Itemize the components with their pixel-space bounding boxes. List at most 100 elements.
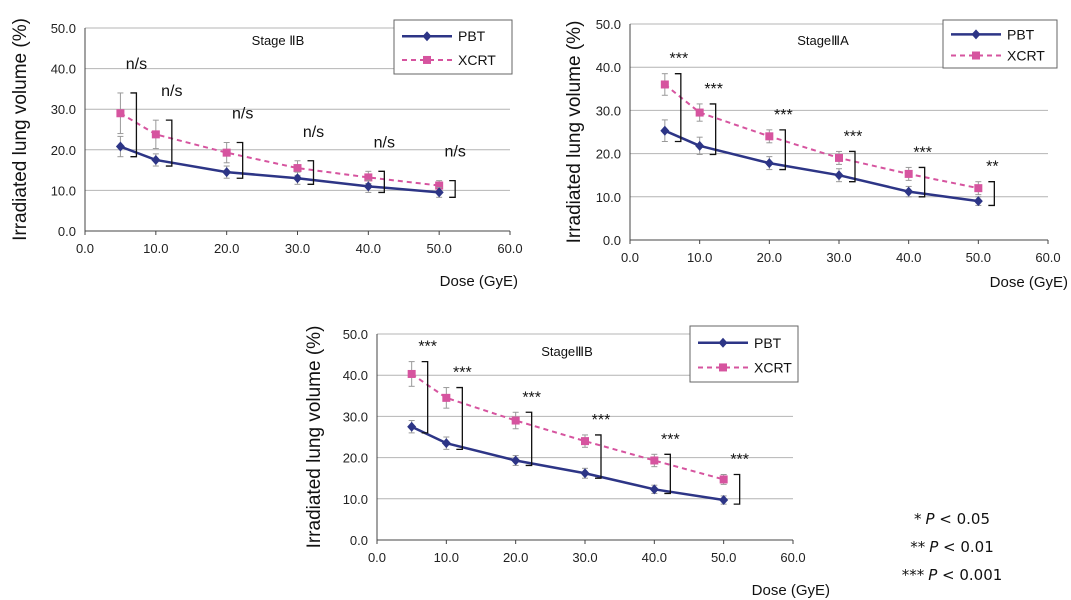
significance-label: n/s [232,105,253,122]
y-tick-label: 30.0 [596,103,621,118]
legend-marker-pbt [422,31,432,42]
x-tick-label: 30.0 [572,550,597,565]
significance-bracket [918,166,926,198]
y-tick-label: 0.0 [58,224,76,239]
data-point-xcrt [765,132,774,141]
data-point-xcrt [650,456,659,465]
data-point-pbt [441,438,451,449]
significance-bracket [236,141,244,179]
data-point-pbt [719,495,729,506]
data-point-pbt [580,468,590,479]
significance-bracket [674,73,682,143]
chart-stage-2b: 0.0 10.0 20.0 30.0 40.0 50.0 0.0 10.0 20.0 30.0 40… [10,18,523,290]
significance-label: *** [592,412,611,429]
significance-label: *** [844,128,863,145]
series-line-xcrt [119,112,440,187]
data-point-pbt [511,455,521,466]
significance-bracket [378,170,385,194]
significance-bracket [130,92,138,158]
x-tick-label: 10.0 [143,241,168,256]
y-tick-label: 50.0 [596,17,621,32]
significance-bracket [165,119,173,167]
x-tick-label: 0.0 [76,241,94,256]
data-point-xcrt [719,475,728,484]
y-tick-label: 0.0 [350,533,368,548]
x-axis-label: Dose (GyE) [440,273,518,290]
data-point-xcrt [511,416,520,425]
x-tick-label: 0.0 [368,550,386,565]
legend-label-pbt: PBT [1007,26,1035,42]
legend-marker-pbt [971,29,981,40]
p-value-key: * P < 0.05 ** P < 0.01 *** P < 0.001 [902,510,1003,584]
data-point-pbt [363,181,373,192]
significance-label: *** [730,451,749,468]
p-key-row: *** P < 0.001 [902,566,1003,584]
legend-label-pbt: PBT [754,335,782,351]
data-point-xcrt [435,181,444,190]
significance-label: *** [418,339,437,356]
x-tick-label: 40.0 [356,241,381,256]
x-tick-label: 50.0 [427,241,452,256]
legend-marker-xcrt [972,51,980,60]
x-tick-label: 20.0 [503,550,528,565]
series-line-pbt [411,425,724,502]
x-tick-label: 40.0 [642,550,667,565]
p-key-row: * P < 0.05 [914,510,990,528]
significance-label: n/s [374,134,395,151]
significance-label: n/s [126,56,147,73]
y-tick-label: 10.0 [51,183,76,198]
series-line-xcrt [411,373,724,481]
x-tick-label: 10.0 [434,550,459,565]
chart-title: StageⅢB [541,344,593,359]
chart-stage-3a: 0.0 10.0 20.0 30.0 40.0 50.0 0.0 10.0 20.0 30.0 40… [564,17,1068,291]
significance-label: *** [522,389,541,406]
series-line-pbt [119,145,440,194]
x-tick-label: 20.0 [214,241,239,256]
x-tick-label: 20.0 [757,250,782,265]
data-point-xcrt [974,184,983,193]
significance-bracket [664,453,671,495]
data-point-pbt [764,158,774,169]
significance-bracket [709,103,717,156]
y-tick-label: 50.0 [51,21,76,36]
y-tick-label: 10.0 [343,492,368,507]
data-point-xcrt [151,130,160,139]
series-line-xcrt [664,83,979,190]
data-point-xcrt [581,437,589,446]
x-tick-label: 10.0 [687,250,712,265]
significance-bracket [421,360,429,434]
data-point-pbt [695,140,705,151]
x-tick-label: 40.0 [896,250,921,265]
y-tick-label: 40.0 [343,368,368,383]
data-point-pbt [649,484,659,495]
significance-bracket [733,473,741,505]
data-point-pbt [222,167,232,178]
significance-label: *** [669,51,688,68]
y-tick-label: 30.0 [343,409,368,424]
y-tick-label: 20.0 [596,147,621,162]
chart-title: StageⅢA [797,33,849,48]
significance-bracket [525,411,533,467]
x-tick-label: 60.0 [1035,250,1060,265]
data-point-xcrt [116,109,125,118]
significance-label: *** [704,81,723,98]
significance-label: *** [453,365,472,382]
significance-bracket [307,160,315,185]
legend-box [942,19,1058,69]
data-point-xcrt [364,173,373,182]
x-tick-label: 60.0 [497,241,522,256]
y-tick-label: 0.0 [603,233,621,248]
legend-box [393,19,513,75]
data-point-pbt [660,125,670,136]
significance-label: ** [986,159,998,176]
y-axis-label: Irradiated lung volume (%) [564,21,585,244]
y-tick-label: 20.0 [343,451,368,466]
data-point-xcrt [904,169,913,178]
data-point-pbt [407,421,417,432]
data-point-pbt [834,170,844,181]
data-point-pbt [973,196,983,207]
data-point-xcrt [835,153,843,162]
significance-label: n/s [161,83,182,100]
y-tick-label: 30.0 [51,102,76,117]
significance-label: *** [661,431,680,448]
